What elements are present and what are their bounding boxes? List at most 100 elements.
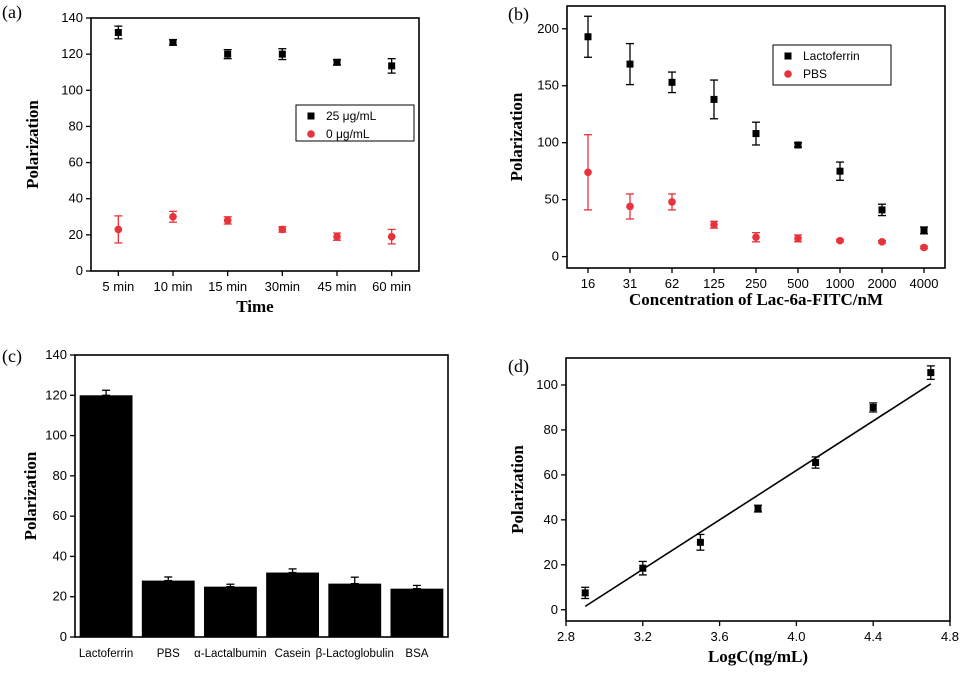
y-tick-label: 80 xyxy=(53,468,67,483)
x-tick-label: 4.0 xyxy=(787,629,805,644)
data-point xyxy=(668,198,676,206)
legend-label: Lactoferrin xyxy=(803,49,860,63)
chart-c: 0 20 40 60 80 100 120 140 Lactoferrin PBS α-Lactal… xyxy=(2,346,449,660)
y-tick-label: 20 xyxy=(69,227,83,242)
x-tick-label: 1000 xyxy=(826,276,855,291)
y-tick-label: 80 xyxy=(544,422,558,437)
series-group xyxy=(584,134,928,252)
points-group xyxy=(581,365,935,600)
data-point xyxy=(752,233,760,242)
chart-d: 0 20 40 60 80 100 2.8 3.2 3.6 4.0 4.4 4.8 Polarizati… xyxy=(508,356,959,666)
series-group xyxy=(114,25,396,74)
legend-marker xyxy=(784,52,792,60)
legend-label: 25 μg/mL xyxy=(326,109,377,123)
y-tick-label: 20 xyxy=(53,589,67,604)
panel-label: (c) xyxy=(2,346,22,367)
y-axis-title: Polarization xyxy=(21,451,40,540)
y-tick-label: 140 xyxy=(61,10,83,25)
y-tick-label: 40 xyxy=(544,512,558,527)
panel-label: (a) xyxy=(2,2,22,23)
bar xyxy=(79,395,133,637)
y-tick-label: 60 xyxy=(53,508,67,523)
data-point xyxy=(869,403,877,411)
legend: Lactoferrin PBS xyxy=(772,44,892,86)
y-axis-title: Polarization xyxy=(507,92,526,181)
chart-b: 0 50 100 150 200 16 31 62 125 250 500 1000 2000 4000 L… xyxy=(507,4,946,309)
data-point xyxy=(920,226,928,234)
x-tick-label: PBS xyxy=(157,648,180,660)
bar xyxy=(203,586,257,637)
bar xyxy=(328,583,382,637)
series-group xyxy=(584,15,928,235)
data-point xyxy=(626,202,634,211)
legend: 25 μg/mL 0 μg/mL xyxy=(295,104,415,142)
y-tick-label: 60 xyxy=(544,467,558,482)
y-tick-label: 80 xyxy=(69,118,83,133)
x-axis-title: LogC(ng/mL) xyxy=(708,647,808,666)
fit-line xyxy=(584,383,932,608)
data-point xyxy=(114,28,122,36)
data-point xyxy=(754,505,762,513)
x-tick-label: 62 xyxy=(665,276,679,291)
x-tick-label: 15 min xyxy=(208,279,247,294)
x-tick-label: 5 min xyxy=(102,279,134,294)
data-point xyxy=(224,50,232,58)
data-point xyxy=(710,220,718,229)
legend-box xyxy=(772,44,892,86)
y-axis-title: Polarization xyxy=(508,445,527,534)
data-point xyxy=(878,206,886,214)
plot-frame xyxy=(74,354,449,638)
data-point xyxy=(920,243,928,252)
data-point xyxy=(584,33,592,41)
data-point xyxy=(752,130,760,138)
x-tick-label: BSA xyxy=(405,648,428,660)
x-tick-label: Casein xyxy=(275,648,311,660)
data-point xyxy=(278,50,286,58)
y-tick-label: 0 xyxy=(60,629,67,644)
x-tick-label: 3.6 xyxy=(711,629,729,644)
data-point xyxy=(581,589,589,597)
y-tick-label: 200 xyxy=(537,21,559,36)
legend-marker xyxy=(307,112,315,120)
data-point xyxy=(114,225,123,234)
data-point xyxy=(794,234,802,243)
series-group xyxy=(114,210,396,245)
error-group xyxy=(164,576,173,582)
y-tick-label: 0 xyxy=(551,602,558,617)
data-point xyxy=(333,58,341,66)
data-point xyxy=(710,95,718,103)
y-tick-label: 0 xyxy=(76,263,83,278)
y-tick-label: 100 xyxy=(537,135,559,150)
plot-frame xyxy=(90,17,420,272)
legend-box xyxy=(295,104,415,142)
bar xyxy=(141,580,195,637)
x-tick-label: 60 min xyxy=(372,279,411,294)
x-tick-label: 16 xyxy=(581,276,595,291)
x-tick-label: 2000 xyxy=(868,276,897,291)
data-point xyxy=(668,78,676,86)
x-tick-label: 45 min xyxy=(317,279,356,294)
error-group xyxy=(102,389,111,396)
panel-label: (d) xyxy=(508,356,529,377)
x-tick-label: 10 min xyxy=(153,279,192,294)
x-axis-title: Time xyxy=(236,297,274,316)
x-tick-label: Lactoferrin xyxy=(79,648,133,660)
y-tick-label: 150 xyxy=(537,78,559,93)
legend-marker xyxy=(307,130,315,138)
x-tick-label: 31 xyxy=(623,276,637,291)
error-group xyxy=(288,568,297,574)
y-tick-label: 40 xyxy=(69,191,83,206)
legend-label: PBS xyxy=(803,67,827,81)
bar xyxy=(266,572,320,637)
data-point xyxy=(812,459,820,467)
x-tick-label: α-Lactalbumin xyxy=(194,648,267,660)
x-tick-label: 4000 xyxy=(910,276,939,291)
plot-frame xyxy=(565,357,951,622)
x-tick-label: 2.8 xyxy=(557,629,575,644)
y-axis-title: Polarization xyxy=(23,100,42,189)
error-group xyxy=(226,583,235,588)
data-point xyxy=(223,216,232,225)
y-tick-label: 120 xyxy=(45,387,67,402)
data-point xyxy=(696,538,704,546)
data-point xyxy=(878,238,886,246)
